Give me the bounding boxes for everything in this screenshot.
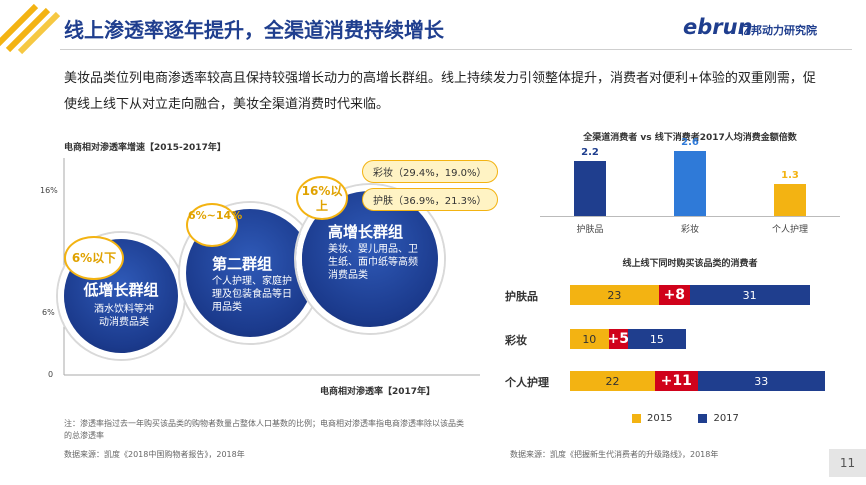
- ebrun-logo: ebrun: [683, 15, 753, 39]
- top-bar-value-0: 2.2: [581, 147, 599, 158]
- legend-2015-label: 2015: [647, 413, 673, 424]
- stack-seg-0-2: 31: [689, 285, 810, 305]
- y-tick-6: 6%: [42, 308, 55, 317]
- right-source: 数据来源：凯度《把握新生代消费者的升级路线》，2018年: [510, 450, 719, 459]
- stack-row-2: 22 +11 33: [570, 371, 825, 391]
- header-stripes-icon: [0, 3, 60, 55]
- top-category-1: 彩妆: [680, 225, 699, 235]
- top-bar-0: [574, 161, 606, 216]
- page-number: 11: [829, 449, 866, 477]
- stack-row-0: 23 +8 31: [570, 285, 825, 305]
- stack-seg-0-1: +8: [658, 285, 690, 305]
- bubble-high-title: 高增长群组: [328, 223, 404, 241]
- stack-seg-1-0: 10: [570, 329, 609, 349]
- top-chart-categories: 护肤品 彩妆 个人护理: [540, 222, 840, 236]
- stack-seg-2-1: +11: [655, 371, 698, 391]
- y-tick-16: 16%: [40, 186, 58, 195]
- stack-category-0: 护肤品: [505, 290, 538, 303]
- top-bar-2: [774, 183, 806, 216]
- tag-low: 6%以下: [64, 236, 124, 280]
- header-divider: [60, 49, 852, 50]
- stack-seg-1-2: 15: [627, 329, 686, 349]
- bubble-mid-title: 第二群组: [212, 255, 273, 273]
- bubble-mid-desc: 个人护理、家庭护理及包装食品等日用品类: [212, 276, 292, 313]
- page-title: 线上渗透率逐年提升，全渠道消费持续增长: [64, 18, 444, 42]
- stack-row-1: 10 +5 15: [570, 329, 825, 349]
- top-bar-1: [674, 151, 706, 216]
- stack-category-2: 个人护理: [505, 376, 549, 389]
- callout-makeup: 彩妆（29.4%，19.0%）: [362, 160, 498, 183]
- top-bar-value-1: 2.6: [681, 137, 699, 148]
- bubble-high-desc: 美妆、婴儿用品、卫生纸、面巾纸等高频消费品类: [328, 244, 418, 281]
- legend-2017-label: 2017: [713, 413, 739, 424]
- bubble-low-title: 低增长群组: [83, 281, 159, 299]
- top-chart-baseline: [540, 216, 840, 217]
- top-chart-title: 全渠道消费者 vs 线下消费者2017人均消费金额倍数: [583, 133, 797, 143]
- left-x-axis-label: 电商相对渗透率【2017年】: [320, 387, 436, 397]
- left-y-axis-label: 电商相对渗透率增速【2015-2017年】: [64, 143, 226, 153]
- left-source: 数据来源：凯度《2018中国购物者报告》，2018年: [64, 450, 245, 459]
- legend: 2015 2017: [632, 413, 739, 424]
- stacked-bar-chart: 护肤品 23 +8 31 彩妆 10 +5 15 个人护理 22 +11 33: [505, 280, 835, 400]
- stack-seg-2-0: 22: [570, 371, 655, 391]
- intro-paragraph: 美妆品类位列电商渗透率较高且保持较强增长动力的高增长群组。线上持续发力引领整体提…: [64, 71, 816, 112]
- legend-2015-swatch: [632, 414, 641, 423]
- bottom-chart-title: 线上线下同时购买该品类的消费者: [622, 259, 758, 269]
- left-note: 注：渗透率指过去一年购买该品类的购物者数量占整体人口基数的比例；电商相对渗透率指…: [64, 419, 464, 440]
- tag-high: 16%以上: [296, 176, 348, 220]
- legend-2017-swatch: [698, 414, 708, 423]
- logo-subtitle: 亿邦动力研究院: [740, 24, 817, 37]
- top-bar-chart: 2.2 2.6 1.3: [540, 137, 840, 216]
- tag-mid: 6%~14%: [186, 203, 242, 247]
- top-bar-value-2: 1.3: [781, 169, 799, 181]
- stack-seg-2-2: 33: [697, 371, 825, 391]
- top-category-0: 护肤品: [576, 225, 604, 235]
- bubble-low-desc: 酒水饮料等冲动消费品类: [94, 304, 154, 328]
- callout-skincare: 护肤（36.9%，21.3%）: [362, 188, 498, 211]
- bubble-low-ring: [58, 233, 184, 359]
- stack-seg-1-1: +5: [607, 329, 630, 349]
- stack-category-1: 彩妆: [505, 334, 527, 347]
- y-tick-0: 0: [48, 370, 54, 379]
- stack-seg-0-0: 23: [570, 285, 659, 305]
- top-category-2: 个人护理: [771, 225, 808, 235]
